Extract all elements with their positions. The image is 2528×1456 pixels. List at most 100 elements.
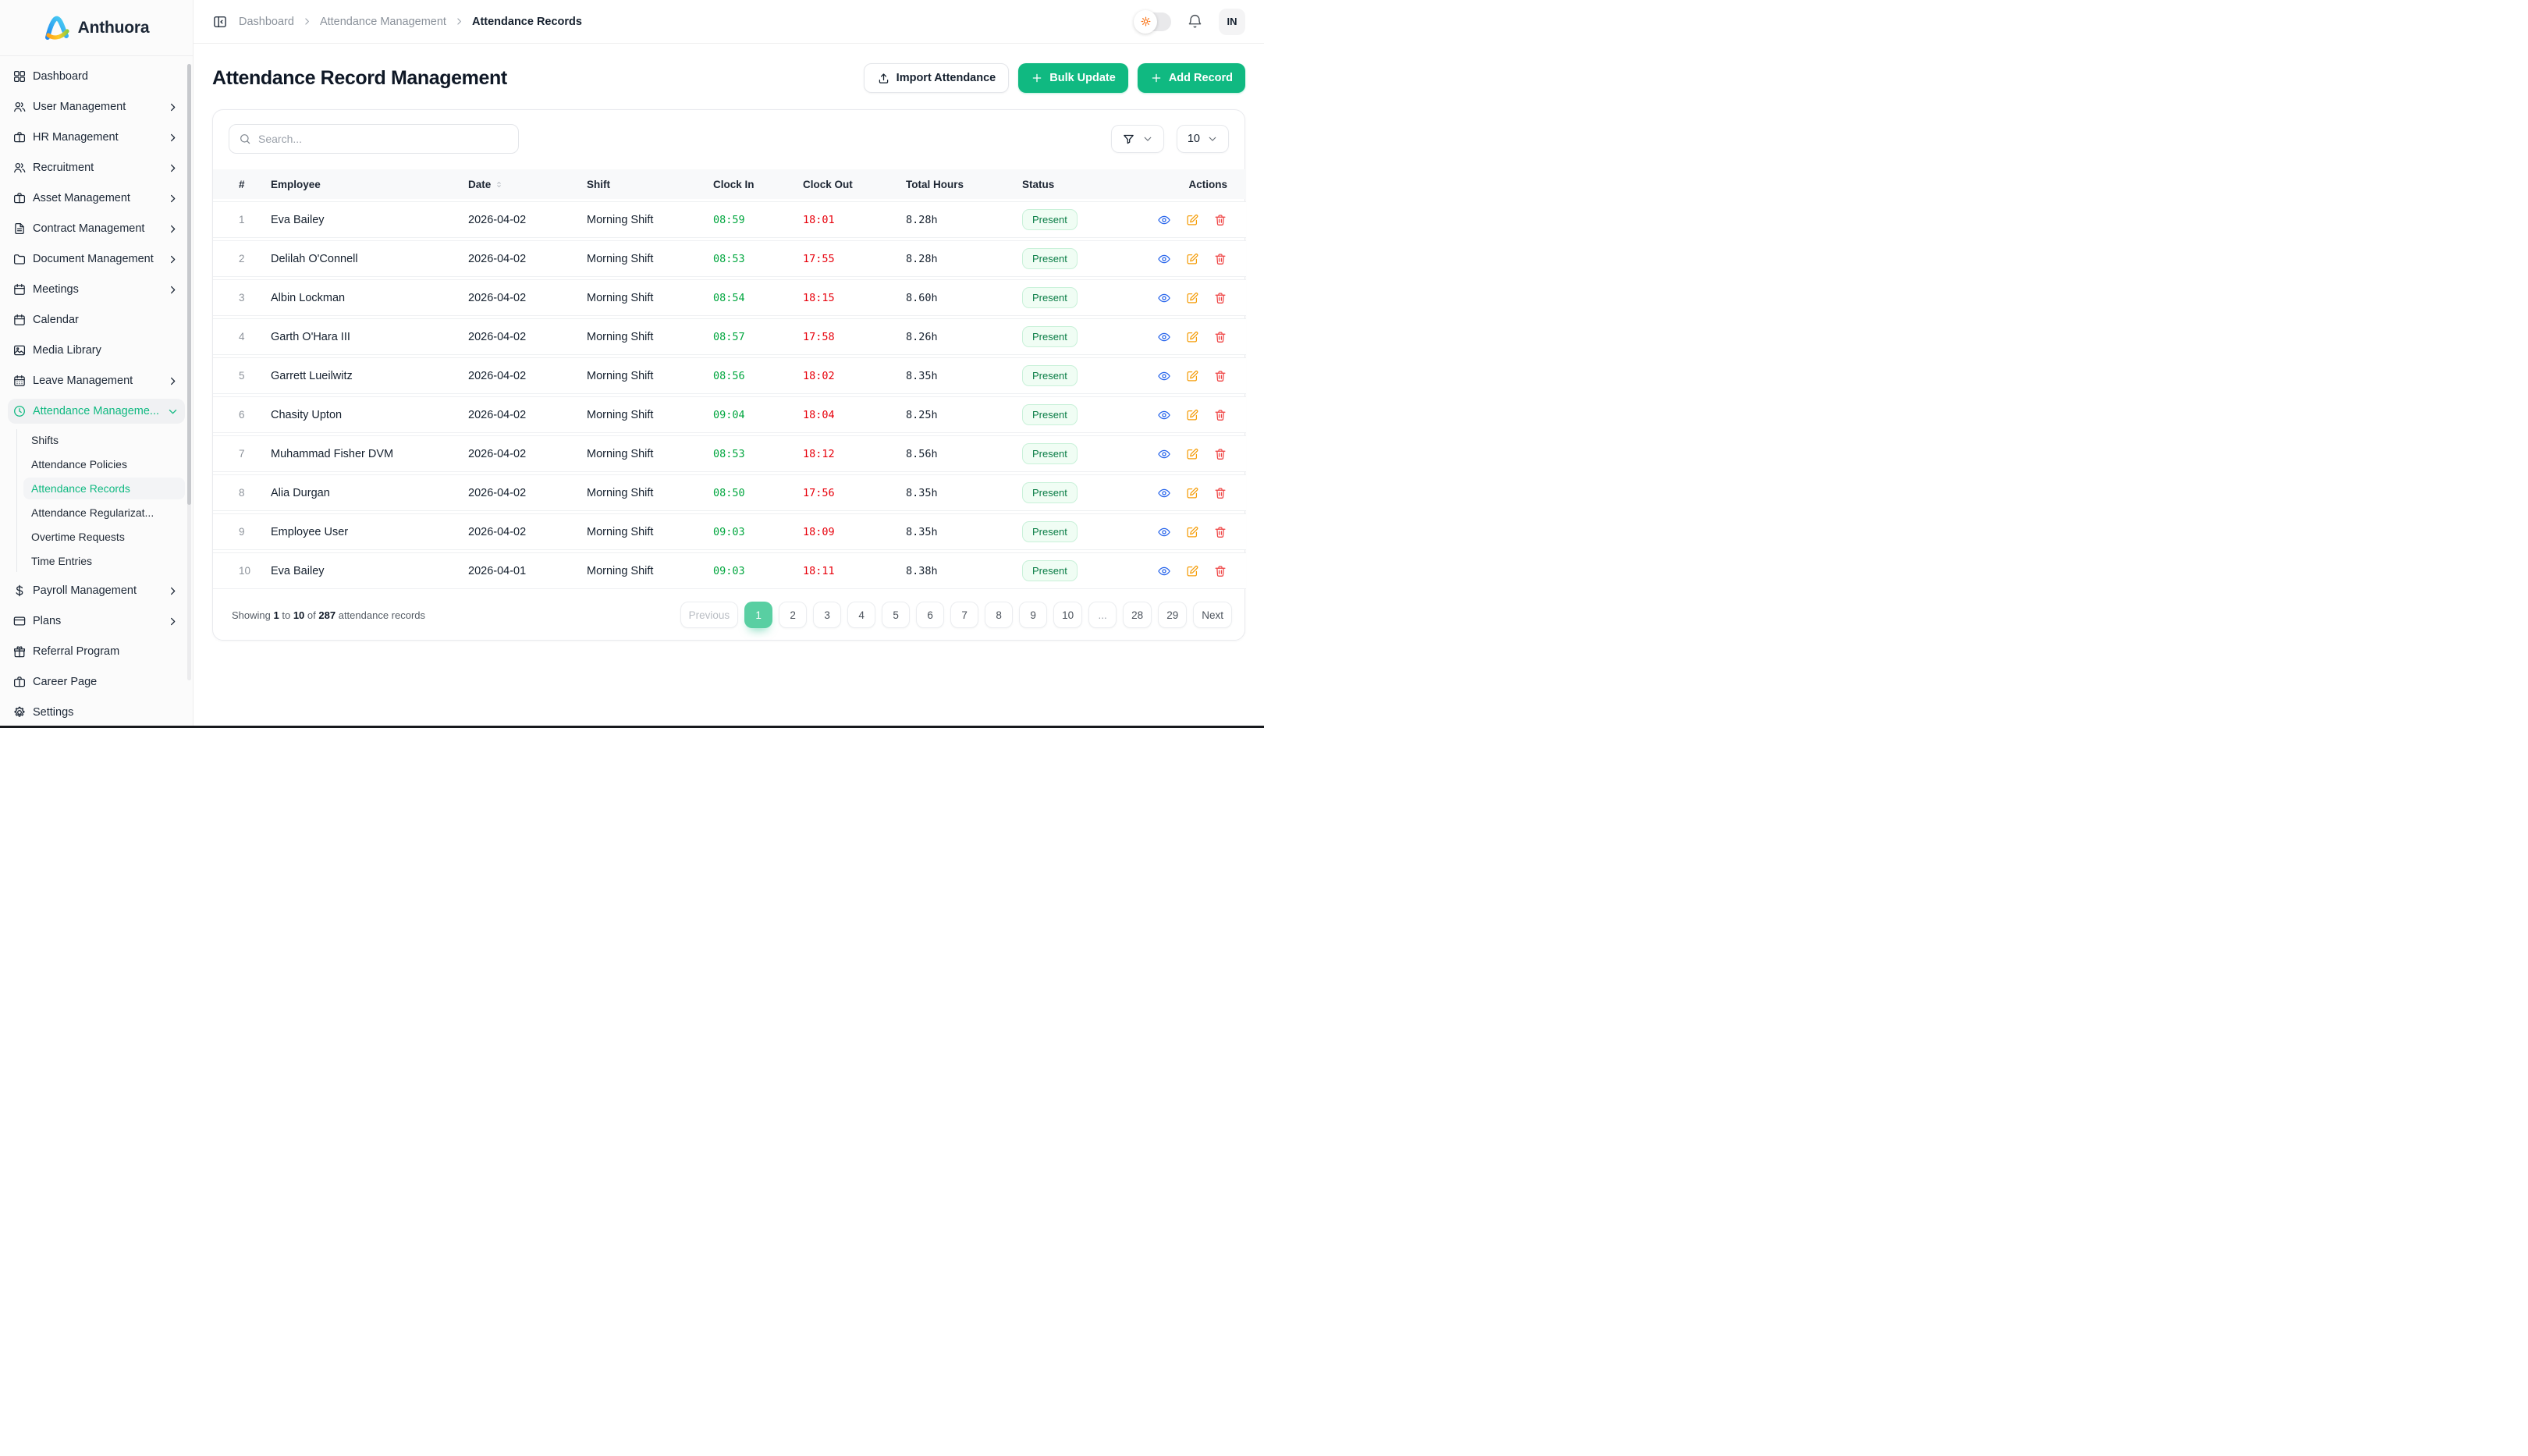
view-button[interactable]: [1157, 330, 1171, 344]
grid-icon: [12, 69, 27, 83]
sidebar-item-payroll-management[interactable]: Payroll Management: [8, 578, 185, 603]
cell-status: Present: [1022, 240, 1134, 277]
page-button-8[interactable]: 8: [985, 602, 1013, 628]
sidebar-subitem-attendance-policies[interactable]: Attendance Policies: [23, 453, 185, 475]
page-button-1[interactable]: 1: [744, 602, 772, 628]
delete-button[interactable]: [1213, 213, 1227, 227]
sidebar-subitem-overtime-requests[interactable]: Overtime Requests: [23, 526, 185, 548]
previous-page-button[interactable]: Previous: [680, 602, 739, 628]
avatar[interactable]: IN: [1219, 9, 1245, 35]
sidebar-item-label: Meetings: [33, 283, 161, 296]
page-button-28[interactable]: 28: [1123, 602, 1152, 628]
sidebar-item-contract-management[interactable]: Contract Management: [8, 216, 185, 241]
edit-button[interactable]: [1185, 525, 1199, 539]
edit-button[interactable]: [1185, 447, 1199, 461]
sidebar-item-recruitment[interactable]: Recruitment: [8, 155, 185, 180]
page-button-6[interactable]: 6: [916, 602, 944, 628]
edit-button[interactable]: [1185, 408, 1199, 422]
column-header-clock-in: Clock In: [713, 169, 803, 199]
edit-button[interactable]: [1185, 252, 1199, 266]
cell-actions: [1134, 552, 1246, 589]
add-record-button[interactable]: Add Record: [1138, 63, 1245, 93]
next-page-button[interactable]: Next: [1193, 602, 1232, 628]
sidebar-item-meetings[interactable]: Meetings: [8, 277, 185, 302]
sidebar-item-label: Plans: [33, 615, 161, 627]
import-attendance-button[interactable]: Import Attendance: [864, 63, 1010, 93]
sidebar-item-calendar[interactable]: Calendar: [8, 307, 185, 332]
filter-button[interactable]: [1111, 125, 1164, 153]
sidebar-subitem-shifts[interactable]: Shifts: [23, 429, 185, 451]
page-button-2[interactable]: 2: [779, 602, 807, 628]
breadcrumb-attendance-management[interactable]: Attendance Management: [320, 16, 446, 28]
sidebar-item-user-management[interactable]: User Management: [8, 94, 185, 119]
cell-actions: [1134, 279, 1246, 316]
page-button-3[interactable]: 3: [813, 602, 841, 628]
delete-button[interactable]: [1213, 447, 1227, 461]
sidebar-subitem-attendance-records[interactable]: Attendance Records: [23, 478, 185, 499]
status-badge: Present: [1022, 365, 1078, 386]
sidebar-item-settings[interactable]: Settings: [8, 700, 185, 725]
edit-button[interactable]: [1185, 291, 1199, 305]
sidebar-item-hr-management[interactable]: HR Management: [8, 125, 185, 150]
cell-total-hours: 8.28h: [906, 240, 1022, 277]
view-button[interactable]: [1157, 564, 1171, 578]
delete-button[interactable]: [1213, 525, 1227, 539]
view-button[interactable]: [1157, 252, 1171, 266]
theme-toggle[interactable]: [1135, 12, 1171, 31]
page-size-select[interactable]: 10: [1177, 125, 1229, 153]
edit-button[interactable]: [1185, 213, 1199, 227]
sidebar-item-asset-management[interactable]: Asset Management: [8, 186, 185, 211]
breadcrumb-dashboard[interactable]: Dashboard: [239, 16, 294, 28]
delete-button[interactable]: [1213, 291, 1227, 305]
view-button[interactable]: [1157, 213, 1171, 227]
edit-button[interactable]: [1185, 564, 1199, 578]
delete-button[interactable]: [1213, 564, 1227, 578]
view-button[interactable]: [1157, 447, 1171, 461]
delete-button[interactable]: [1213, 369, 1227, 383]
page-button-10[interactable]: 10: [1053, 602, 1082, 628]
funnel-icon: [1122, 133, 1135, 146]
delete-button[interactable]: [1213, 486, 1227, 500]
sidebar-item-plans[interactable]: Plans: [8, 609, 185, 634]
sidebar-scrollbar-thumb[interactable]: [187, 64, 191, 505]
sidebar-subitem-attendance-regularizat[interactable]: Attendance Regularizat...: [23, 502, 185, 524]
column-header-date[interactable]: Date: [468, 169, 587, 199]
page-button-4[interactable]: 4: [847, 602, 875, 628]
sidebar-item-attendance-manageme[interactable]: Attendance Manageme...: [8, 399, 185, 424]
sidebar-item-label: Media Library: [33, 344, 179, 357]
edit-button[interactable]: [1185, 330, 1199, 344]
eye-icon: [1157, 564, 1171, 578]
page-button-5[interactable]: 5: [882, 602, 910, 628]
page-button-9[interactable]: 9: [1019, 602, 1047, 628]
search-input[interactable]: [258, 133, 509, 145]
sidebar-subitem-time-entries[interactable]: Time Entries: [23, 550, 185, 572]
view-button[interactable]: [1157, 291, 1171, 305]
calendar-icon: [12, 282, 27, 297]
delete-button[interactable]: [1213, 330, 1227, 344]
sidebar-item-referral-program[interactable]: Referral Program: [8, 639, 185, 664]
calendar-days-icon: [12, 374, 27, 388]
edit-button[interactable]: [1185, 486, 1199, 500]
view-button[interactable]: [1157, 369, 1171, 383]
sidebar-item-media-library[interactable]: Media Library: [8, 338, 185, 363]
sidebar-item-dashboard[interactable]: Dashboard: [8, 64, 185, 89]
view-button[interactable]: [1157, 486, 1171, 500]
bulk-update-button[interactable]: Bulk Update: [1018, 63, 1128, 93]
view-button[interactable]: [1157, 525, 1171, 539]
edit-button[interactable]: [1185, 369, 1199, 383]
sidebar-collapse-button[interactable]: [212, 14, 228, 30]
page-button-29[interactable]: 29: [1158, 602, 1187, 628]
cell-shift: Morning Shift: [587, 552, 713, 589]
eye-icon: [1157, 213, 1171, 227]
cell-date: 2026-04-02: [468, 474, 587, 511]
page-button-7[interactable]: 7: [950, 602, 978, 628]
brand[interactable]: Anthuora: [0, 0, 193, 56]
delete-button[interactable]: [1213, 252, 1227, 266]
bell-icon[interactable]: [1187, 13, 1203, 30]
view-button[interactable]: [1157, 408, 1171, 422]
sidebar-item-career-page[interactable]: Career Page: [8, 669, 185, 694]
table-row: 10 Eva Bailey 2026-04-01 Morning Shift 0…: [213, 552, 1246, 589]
sidebar-item-document-management[interactable]: Document Management: [8, 247, 185, 272]
sidebar-item-leave-management[interactable]: Leave Management: [8, 368, 185, 393]
delete-button[interactable]: [1213, 408, 1227, 422]
